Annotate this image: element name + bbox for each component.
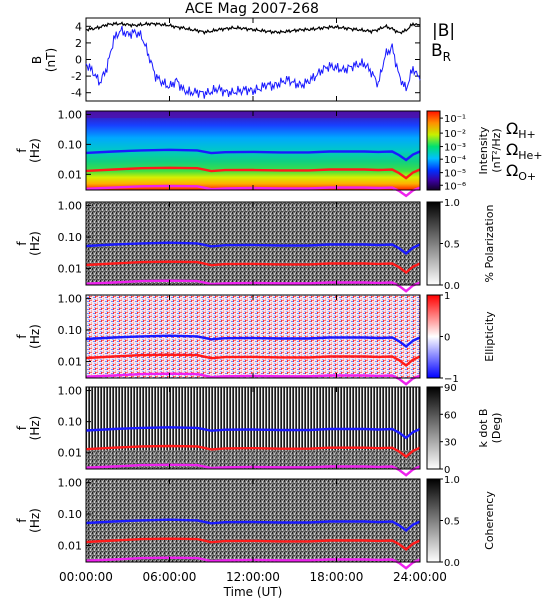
colorbar-intensity: 10⁻¹ 10⁻² 10⁻³10⁻⁴ 10⁻⁵10⁻⁶ Intensity(nT²/Hz… bbox=[426, 110, 503, 192]
colorbar-tick-label: 0 bbox=[444, 333, 450, 344]
legend-h-plus-label: ΩH+ bbox=[506, 119, 536, 141]
freq-y-tick-label: 0.01 bbox=[58, 356, 83, 369]
x-tick-label: 00:00:00 bbox=[59, 570, 113, 584]
he-plus-gyrofrequency-line bbox=[85, 166, 421, 180]
colorbar-tick-label: 10⁻¹ bbox=[444, 114, 466, 125]
he-plus-gyrofrequency-line bbox=[85, 444, 421, 459]
br-series-line bbox=[85, 25, 421, 99]
freq-y-tick-label: 0.10 bbox=[58, 416, 83, 429]
he-plus-gyrofrequency-line bbox=[85, 353, 421, 368]
freq-ylabel: f(Hz) bbox=[15, 138, 42, 163]
gyrofrequency-legend: ΩH+ ΩHe+ ΩO+ bbox=[506, 119, 543, 183]
bfield-legend: |B| BR bbox=[431, 21, 455, 64]
freq-ylabel: f(Hz) bbox=[15, 324, 42, 349]
h-plus-gyrofrequency-line bbox=[85, 148, 421, 162]
colorbar-tick-label: 90 bbox=[444, 383, 457, 394]
colorbar-tick-label: 30 bbox=[444, 438, 457, 449]
freq-y-tick-label: 0.10 bbox=[58, 138, 83, 151]
x-axis-label: Time (UT) bbox=[223, 585, 283, 599]
colorbar-intensity-bar bbox=[426, 110, 441, 191]
colorbar-tick-label: 10⁻⁶ bbox=[444, 181, 466, 192]
freq-ylabel: f(Hz) bbox=[15, 231, 42, 256]
freq-y-tick-label: 1.00 bbox=[58, 108, 83, 121]
colorbar-tick-label: 0.0 bbox=[444, 558, 460, 569]
colorbar-kdotb: 90 60 30 0 k dot B(Deg) bbox=[426, 383, 503, 476]
colorbar-tick-label: −1 bbox=[444, 374, 459, 385]
colorbar-tick-label: 60 bbox=[444, 410, 457, 421]
colorbar-tick-label: 1.0 bbox=[444, 475, 460, 486]
colorbar-tick-label: 10⁻² bbox=[444, 129, 466, 140]
x-tick-label: 24:00:00 bbox=[393, 570, 447, 584]
colorbar-coherency-label: Coherency bbox=[483, 491, 496, 550]
h-plus-gyrofrequency-line bbox=[85, 518, 421, 533]
colorbar-ellipticity: 1 0 −1 Ellipticity bbox=[426, 291, 496, 385]
colorbar-tick-label: 0.5 bbox=[444, 240, 460, 251]
spectrogram-panel-intensity: 1.00 0.10 0.01 f(Hz) bbox=[15, 108, 421, 198]
freq-y-tick-label: 0.01 bbox=[58, 447, 83, 460]
chart-title: ACE Mag 2007-268 bbox=[185, 1, 319, 17]
bfield-y-tick-label: 4 bbox=[75, 20, 82, 33]
bfield-y-tick-label: -4 bbox=[71, 87, 82, 100]
x-tick-label: 12:00:00 bbox=[226, 570, 280, 584]
colorbar-polarization-label: % Polarization bbox=[483, 205, 496, 283]
freq-y-tick-label: 1.00 bbox=[58, 293, 83, 306]
spectrogram-panel-ellipticity: 1.00 0.10 0.01 f(Hz) bbox=[15, 293, 421, 386]
colorbar-intensity-label: Intensity(nT²/Hz) bbox=[477, 126, 503, 174]
colorbar-coherency: 1.0 0.5 0.0 Coherency bbox=[426, 475, 496, 569]
freq-y-tick-label: 1.00 bbox=[58, 385, 83, 398]
bfield-plot-frame bbox=[85, 17, 421, 102]
freq-ylabel: f(Hz) bbox=[15, 508, 42, 533]
bfield-y-tick-label: 0 bbox=[75, 54, 82, 67]
colorbar-tick-label: 1 bbox=[444, 291, 450, 302]
he-plus-gyrofrequency-line bbox=[85, 260, 421, 275]
bfield-y-tick-label: 2 bbox=[75, 37, 82, 50]
spectrogram-panel-polarization: 1.00 0.10 0.01 f(Hz) bbox=[15, 200, 421, 293]
freq-y-tick-label: 1.00 bbox=[58, 200, 83, 213]
legend-bmag-label: |B| bbox=[432, 21, 455, 41]
bmag-series-line bbox=[85, 21, 421, 36]
freq-y-tick-label: 1.00 bbox=[58, 477, 83, 490]
colorbar-tick-label: 0 bbox=[444, 465, 450, 476]
legend-o-plus-label: ΩO+ bbox=[506, 161, 536, 183]
freq-y-tick-label: 0.01 bbox=[58, 168, 83, 181]
bfield-ylabel: B(nT) bbox=[30, 48, 58, 72]
freq-y-tick-label: 0.10 bbox=[58, 508, 83, 521]
x-tick-label: 06:00:00 bbox=[143, 570, 197, 584]
bfield-panel: 4 2 0 -2 -4 B(nT) bbox=[30, 17, 421, 102]
colorbar-tick-label: 10⁻³ bbox=[444, 143, 466, 154]
he-plus-gyrofrequency-line bbox=[85, 537, 421, 552]
h-plus-gyrofrequency-line bbox=[85, 241, 421, 256]
freq-ylabel: f(Hz) bbox=[15, 416, 42, 441]
freq-y-tick-label: 0.01 bbox=[58, 540, 83, 553]
colorbar-tick-label: 10⁻⁴ bbox=[444, 155, 466, 166]
legend-br-label: BR bbox=[431, 41, 451, 64]
colorbar-polarization-bar bbox=[426, 201, 441, 286]
colorbar-ellipticity-label: Ellipticity bbox=[483, 311, 496, 362]
freq-y-tick-label: 0.01 bbox=[58, 263, 83, 276]
legend-he-plus-label: ΩHe+ bbox=[506, 140, 543, 162]
bfield-y-tick-label: -2 bbox=[71, 70, 82, 83]
colorbar-polarization: 1.0 0.5 0.0 % Polarization bbox=[426, 198, 496, 292]
colorbar-tick-label: 0.5 bbox=[444, 517, 460, 528]
freq-y-tick-label: 0.10 bbox=[58, 324, 83, 337]
spectrogram-panel-coherency: 1.00 0.10 0.01 f(Hz) bbox=[15, 477, 421, 570]
h-plus-gyrofrequency-line bbox=[85, 334, 421, 349]
colorbar-tick-label: 1.0 bbox=[444, 198, 460, 209]
freq-y-tick-label: 0.10 bbox=[58, 231, 83, 244]
colorbar-coherency-bar bbox=[426, 478, 441, 563]
spectrogram-panel-kdotb: 1.00 0.10 0.01 f(Hz) bbox=[15, 385, 421, 477]
colorbar-ellipticity-bar bbox=[426, 294, 441, 379]
colorbar-kdotb-label: k dot B(Deg) bbox=[477, 409, 503, 448]
colorbar-kdotb-bar bbox=[426, 386, 441, 470]
x-tick-label: 18:00:00 bbox=[310, 570, 364, 584]
colorbar-tick-label: 0.0 bbox=[444, 281, 460, 292]
h-plus-gyrofrequency-line bbox=[85, 426, 421, 440]
colorbar-tick-label: 10⁻⁵ bbox=[444, 169, 466, 180]
